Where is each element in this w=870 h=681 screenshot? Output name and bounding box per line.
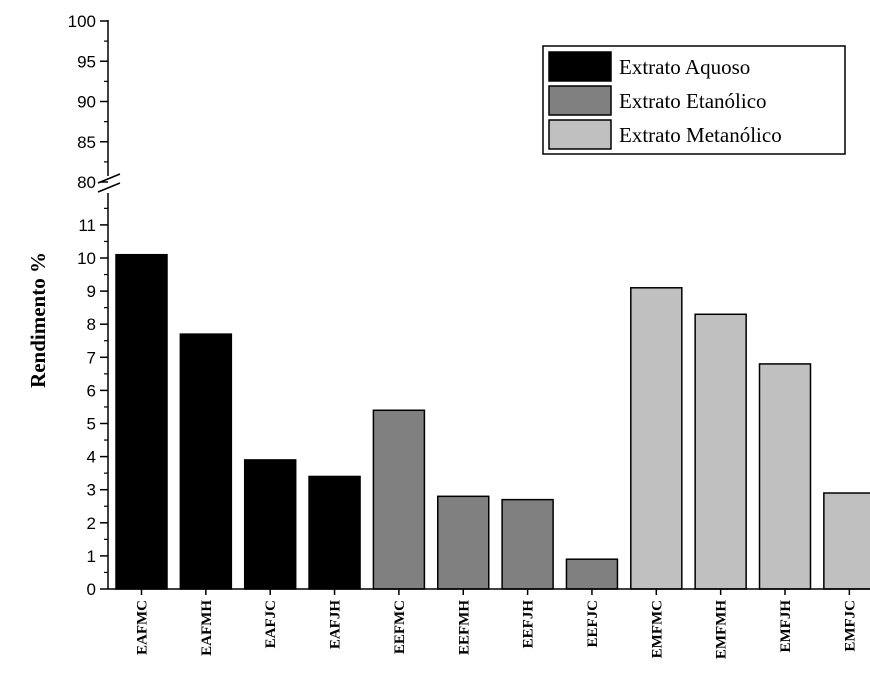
y-tick-label: 9 [87,282,96,301]
x-tick-label: EMFMH [714,600,730,659]
legend-label: Extrato Etanólico [619,89,767,113]
bar-emfjh [758,363,812,590]
y-tick-label: 1 [87,547,96,566]
x-tick-label: EAFJC [263,600,279,648]
y-tick-label: 2 [87,514,96,533]
y-tick-label: 5 [87,415,96,434]
legend: Extrato Aquoso Extrato Etanólico Extrato M… [542,45,846,155]
legend-label: Extrato Metanólico [619,123,782,147]
y-tick-label: 7 [87,348,96,367]
y-tick-label: 6 [87,381,96,400]
x-tick-label: EEFMC [392,600,408,654]
axis-break-mark [97,182,121,193]
bar-eafjc [243,459,297,590]
bar-emfjc [823,492,870,590]
y-axis: 0 1 2 3 4 5 6 7 8 9 10 11 80 85 90 95 100 [68,12,870,599]
x-tick-label: EEFJH [521,600,537,649]
x-tick-label: EEFMH [456,600,472,655]
bar-emfmh [694,313,747,590]
bar-eefjh [501,498,554,590]
x-tick-label: EAFMC [135,600,151,655]
y-tick-label: 95 [77,52,96,71]
x-tick-label: EMFMC [649,600,665,658]
bar-eefmc [372,409,426,590]
x-tick-label: EMFJC [842,600,858,652]
x-tick-label: EEFJC [585,600,601,648]
legend-label: Extrato Aquoso [619,55,750,79]
legend-swatch [548,51,612,82]
y-axis-label: Rendimento % [26,252,50,388]
y-tick-label: 8 [87,315,96,334]
category-labels: EAFMC EAFMH EAFJC EAFJH EEFMC EEFMH EEFJH EEFJC… [135,589,858,659]
y-tick-label: 85 [77,133,96,152]
y-tick-label: 3 [87,481,96,500]
y-tick-label: 90 [77,93,96,112]
bars [115,253,870,590]
bar-eafmc [115,253,168,590]
bar-eafjh [308,475,361,590]
y-tick-label: 4 [87,448,96,467]
legend-swatch [548,85,612,116]
bar-emfmc [630,287,683,590]
y-tick-label: 80 [77,173,96,192]
bar-eefjc [565,558,619,590]
x-tick-label: EMFJH [778,600,794,653]
x-tick-label: EAFMH [199,600,215,656]
bar-eefmh [437,495,490,590]
bar-eafmh [179,333,233,590]
legend-swatch [548,119,612,150]
y-tick-label: 0 [87,580,96,599]
y-tick-label: 10 [77,249,96,268]
y-tick-label: 11 [78,216,96,235]
x-tick-label: EAFJH [328,600,344,650]
y-tick-label: 100 [68,12,96,31]
